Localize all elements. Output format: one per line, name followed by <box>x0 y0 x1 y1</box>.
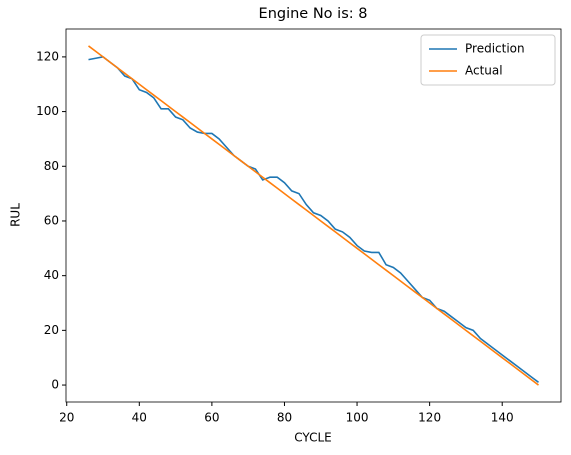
y-tick-label: 40 <box>44 268 59 282</box>
x-tick-label: 80 <box>277 411 292 425</box>
x-tick-label: 60 <box>204 411 219 425</box>
y-tick-label: 20 <box>44 323 59 337</box>
legend-label: Actual <box>465 64 503 78</box>
series-line <box>88 56 539 383</box>
y-tick-label: 120 <box>36 49 59 63</box>
y-tick-label: 0 <box>51 378 59 392</box>
plot-frame <box>65 28 562 403</box>
y-tick-label: 60 <box>44 213 59 227</box>
series-line <box>88 45 539 386</box>
legend-label: Prediction <box>465 42 525 56</box>
x-axis-label: CYCLE <box>294 431 332 445</box>
y-tick-label: 100 <box>36 104 59 118</box>
x-tick-label: 20 <box>59 411 74 425</box>
legend-box <box>420 34 556 86</box>
chart-title: Engine No is: 8 <box>259 6 368 22</box>
x-tick-label: 140 <box>491 411 514 425</box>
y-tick-label: 80 <box>44 159 59 173</box>
x-tick-label: 40 <box>132 411 147 425</box>
x-tick-label: 120 <box>418 411 441 425</box>
y-axis-label: RUL <box>9 203 23 227</box>
x-tick-label: 100 <box>346 411 369 425</box>
